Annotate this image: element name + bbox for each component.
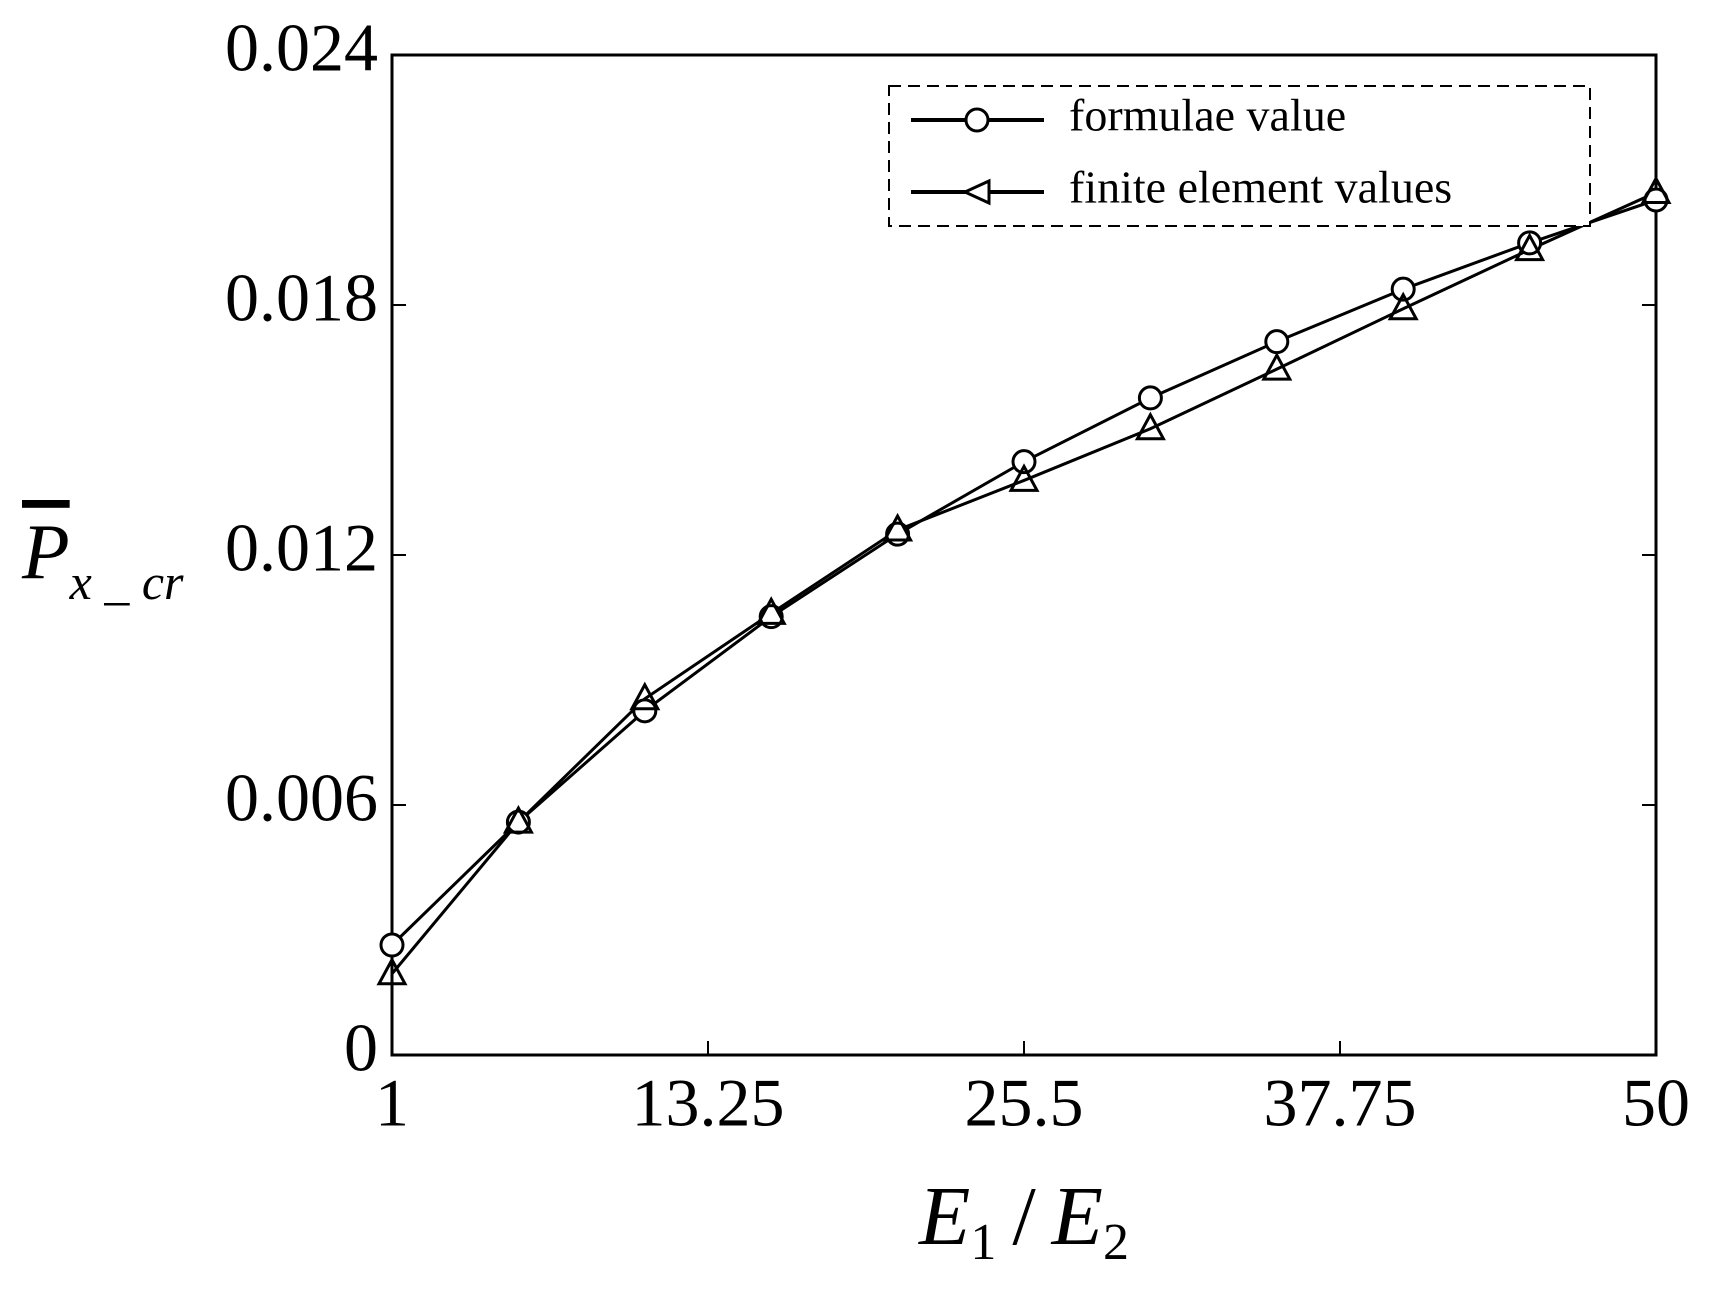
y-tick-label: 0.018 <box>225 260 378 336</box>
marker <box>379 932 405 958</box>
y-tick-label: 0.024 <box>225 10 378 86</box>
marker <box>1640 175 1672 204</box>
x-axis-label-part: E <box>918 1170 970 1263</box>
x-tick-label: 50 <box>1622 1065 1690 1141</box>
x-axis-label-part: 2 <box>1103 1214 1129 1271</box>
y-axis-label-subscript: x _ cr <box>69 554 184 610</box>
y-tick-label: 0.006 <box>225 760 378 836</box>
x-axis-label-part: / <box>1012 1170 1036 1263</box>
marker <box>1134 411 1166 441</box>
marker <box>1261 352 1293 381</box>
marker <box>1264 329 1290 355</box>
marker <box>1011 449 1037 475</box>
y-axis-label: Px _ cr <box>21 508 184 611</box>
y-tick-label: 0 <box>344 1010 378 1086</box>
legend-marker <box>961 178 991 206</box>
x-tick-label: 25.5 <box>965 1065 1084 1141</box>
marker <box>376 956 408 986</box>
marker <box>629 681 661 711</box>
marker <box>1514 232 1546 262</box>
legend-marker <box>964 107 990 133</box>
marker <box>1390 276 1416 302</box>
y-axis-label-symbol: P <box>21 508 70 595</box>
x-axis-label-part: 1 <box>970 1214 996 1271</box>
marker <box>502 804 534 834</box>
x-axis-label-part: E <box>1051 1170 1103 1263</box>
marker <box>885 521 911 547</box>
line <box>390 191 1657 975</box>
x-tick-label: 1 <box>375 1065 409 1141</box>
legend-box <box>888 85 1591 227</box>
x-tick-label: 13.25 <box>632 1065 785 1141</box>
legend-label: formulae value <box>1069 90 1346 141</box>
legend-label: finite element values <box>1069 162 1452 213</box>
marker <box>755 596 787 625</box>
y-tick-label: 0.012 <box>225 510 378 586</box>
marker <box>1008 463 1040 492</box>
marker <box>882 512 914 542</box>
x-tick-label: 37.75 <box>1264 1065 1417 1141</box>
x-axis-label: E1/E2 <box>918 1170 1129 1271</box>
marker <box>1387 291 1419 321</box>
line <box>390 198 1657 947</box>
marker <box>1137 385 1163 411</box>
marker <box>632 698 658 724</box>
